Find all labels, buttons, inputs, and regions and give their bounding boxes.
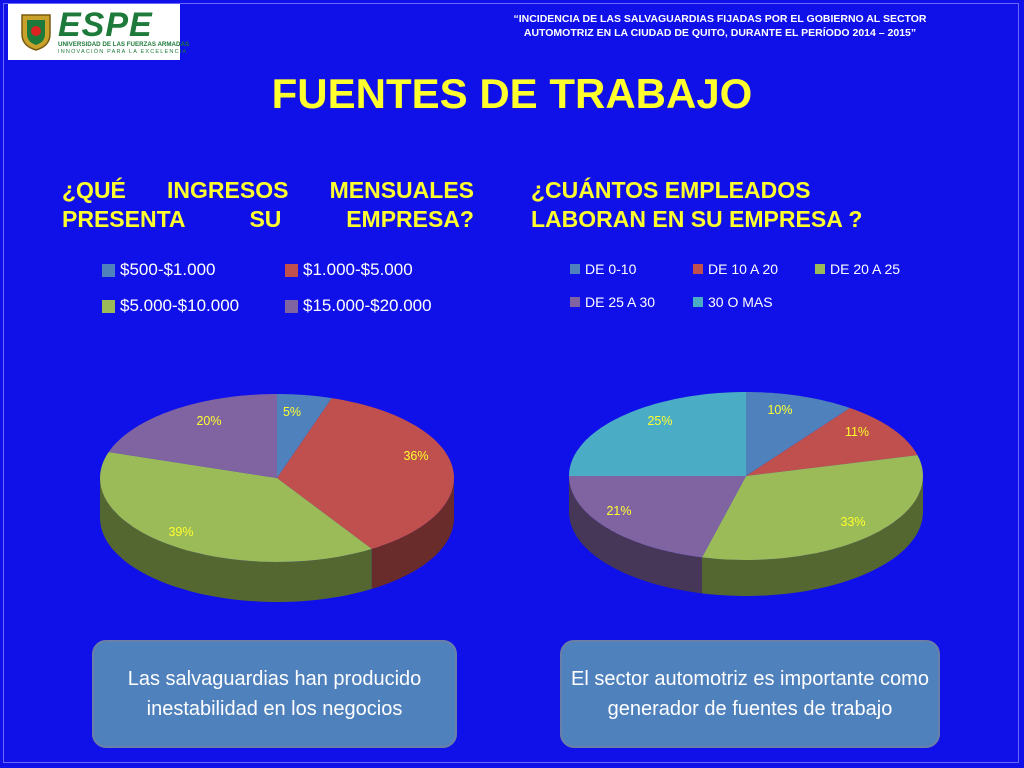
employees-conclusion-text: El sector automotriz es importante como …: [571, 668, 929, 720]
legend-label: DE 10 A 20: [708, 261, 779, 277]
legend-swatch: [570, 264, 580, 274]
pie-slice: [108, 394, 277, 478]
pie-slice-label: 21%: [606, 504, 631, 518]
legend-swatch: [285, 263, 298, 277]
income-conclusion-text: Las salvaguardias han producido inestabi…: [127, 668, 422, 720]
pie-slice: [277, 394, 332, 478]
legend-item: $500-$1.000: [102, 260, 215, 280]
pie-slice: [100, 452, 372, 562]
pie-slice-label: 20%: [196, 414, 221, 428]
study-title: “INCIDENCIA DE LAS SALVAGUARDIAS FIJADAS…: [440, 12, 1000, 40]
university-seal-icon: [21, 14, 51, 51]
question-income: ¿QUÉ INGRESOS MENSUALES PRESENTA SU EMPR…: [62, 177, 474, 232]
legend-swatch: [102, 263, 115, 277]
legend-label: DE 25 A 30: [585, 294, 656, 310]
legend-label: $1.000-$5.000: [303, 260, 413, 279]
legend-swatch: [285, 299, 298, 313]
legend-swatch: [693, 264, 703, 274]
legend-swatch: [102, 299, 115, 313]
pie-slice-label: 36%: [403, 449, 428, 463]
pie-slice-label: 5%: [283, 405, 301, 419]
legend-item: DE 25 A 30: [570, 294, 655, 310]
employees-pie-chart: 10% 11% 33% 21% 25%: [569, 392, 923, 596]
legend-label: $5.000-$10.000: [120, 296, 240, 315]
pie-slice-side: [371, 478, 454, 589]
legend-item: DE 20 A 25: [815, 261, 900, 277]
pie-slice-label: 11%: [845, 425, 869, 439]
legend-label: DE 20 A 25: [830, 261, 901, 277]
pie-slice-side: [569, 476, 702, 594]
slide-title: FUENTES DE TRABAJO: [271, 70, 753, 117]
pie-slice: [569, 392, 746, 476]
employees-conclusion-box: El sector automotriz es importante como …: [560, 640, 940, 748]
legend-swatch: [815, 264, 825, 274]
legend-item: $15.000-$20.000: [285, 296, 432, 316]
income-pie-chart: 5% 36% 39% 20%: [100, 394, 454, 602]
pie-slice: [746, 392, 850, 476]
legend-item: DE 10 A 20: [693, 261, 778, 277]
pie-slice-label: 25%: [647, 414, 672, 428]
slide-frame: [3, 3, 1019, 763]
legend-label: DE 0-10: [585, 261, 637, 277]
legend-item: 30 O MAS: [693, 294, 773, 310]
legend-swatch: [570, 297, 580, 307]
logo-text: ESPE: [58, 6, 153, 44]
pie-slice-side: [702, 476, 923, 596]
pie-slice-label: 33%: [840, 515, 865, 529]
pie-slice-side: [100, 478, 372, 602]
income-conclusion-box: Las salvaguardias han producido inestabi…: [92, 640, 457, 748]
question-employees: ¿CUÁNTOS EMPLEADOS LABORAN EN SU EMPRESA…: [531, 177, 863, 232]
legend-item: DE 0-10: [570, 261, 636, 277]
pie-slice: [277, 398, 454, 549]
logo-tagline: INNOVACIÓN PARA LA EXCELENCIA: [58, 49, 188, 55]
legend-label: 30 O MAS: [708, 294, 773, 310]
legend-item: $5.000-$10.000: [102, 296, 239, 316]
legend-item: $1.000-$5.000: [285, 260, 413, 280]
legend-label: $500-$1.000: [120, 260, 216, 279]
logo-subtitle: UNIVERSIDAD DE LAS FUERZAS ARMADAS: [58, 41, 190, 48]
pie-slice: [702, 455, 923, 560]
legend-label: $15.000-$20.000: [303, 296, 432, 315]
espe-logo: ESPE UNIVERSIDAD DE LAS FUERZAS ARMADAS …: [8, 4, 189, 60]
legend-swatch: [693, 297, 703, 307]
pie-slice: [746, 408, 918, 476]
study-title-line1: “INCIDENCIA DE LAS SALVAGUARDIAS FIJADAS…: [513, 13, 927, 25]
pie-slice-label: 39%: [168, 525, 193, 539]
pie-slice: [569, 476, 746, 558]
study-title-line2: AUTOMOTRIZ EN LA CIUDAD DE QUITO, DURANT…: [523, 27, 917, 39]
pie-slice-label: 10%: [767, 403, 792, 417]
